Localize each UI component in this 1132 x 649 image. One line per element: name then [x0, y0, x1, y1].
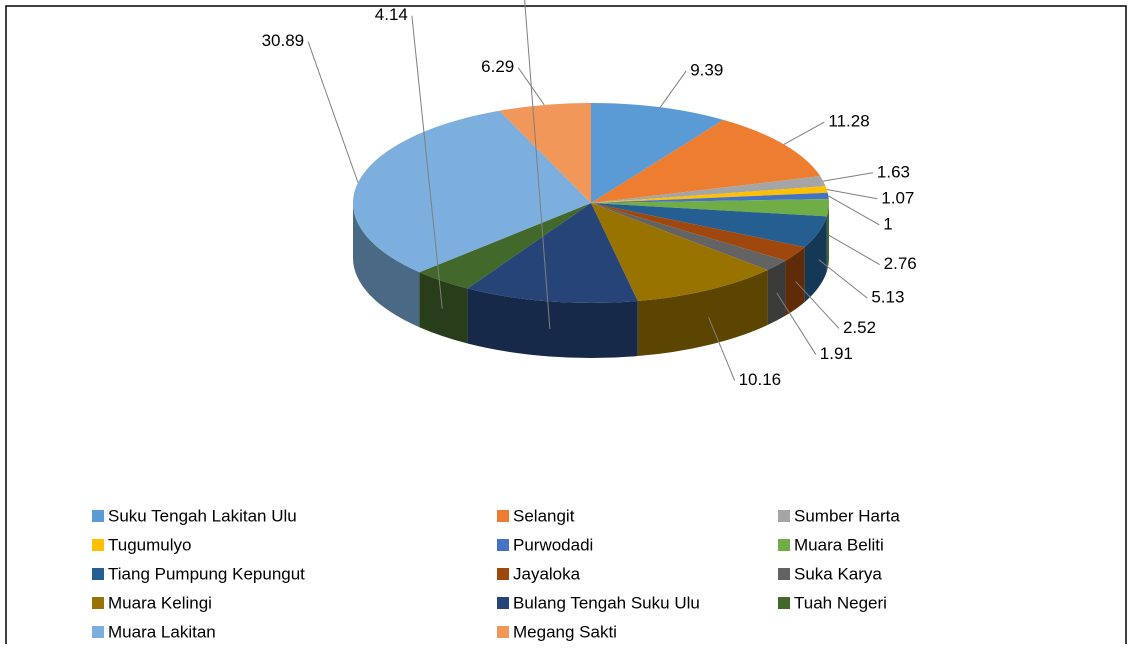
leader-line [828, 234, 880, 265]
legend-label: Suku Tengah Lakitan Ulu [108, 506, 297, 525]
pie-slice-side [804, 216, 827, 303]
legend-swatch [778, 568, 790, 580]
pie-slice [591, 176, 826, 203]
leader-line [776, 292, 817, 355]
legend-swatch [778, 539, 790, 551]
legend-swatch [92, 539, 104, 551]
leader-line [708, 317, 736, 381]
pie-slice-side [826, 203, 829, 272]
legend-swatch [92, 510, 104, 522]
pie-slice [591, 203, 827, 248]
leader-line [795, 281, 840, 329]
pie-slice-side [637, 270, 768, 357]
legend-swatch [497, 510, 509, 522]
legend-swatch [92, 568, 104, 580]
legend-label: Selangit [513, 506, 575, 525]
data-label: 11.28 [828, 112, 869, 131]
legend-label: Tugumulyo [108, 535, 191, 554]
data-label: 2.76 [884, 254, 917, 273]
leader-line [524, 0, 551, 330]
legend-label: Bulang Tengah Suku Ulu [513, 593, 700, 612]
leader-line [826, 188, 878, 200]
leader-line [659, 70, 687, 108]
pie-slice-side [353, 203, 420, 328]
pie-slice [591, 192, 829, 203]
legend-label: Megang Sakti [513, 622, 617, 641]
data-label: 1.91 [820, 344, 853, 363]
pie-slice [591, 186, 828, 203]
legend-label: Tiang Pumpung Kepungut [108, 564, 305, 583]
pie-slice [353, 110, 591, 273]
data-label: 1.07 [881, 188, 914, 207]
leader-line [307, 41, 359, 183]
legend-swatch [778, 597, 790, 609]
pie-slice [591, 203, 768, 302]
pie-slice [499, 103, 591, 203]
leader-line [828, 195, 880, 226]
pie-slice [419, 203, 591, 289]
pie-slice [591, 199, 830, 217]
legend-label: Purwodadi [513, 535, 593, 554]
data-label: 30.89 [262, 31, 305, 50]
pie-slice [591, 119, 821, 203]
legend-swatch [778, 510, 790, 522]
data-label: 6.29 [481, 57, 514, 76]
legend-swatch [497, 597, 509, 609]
pie-slice [591, 203, 805, 261]
pie-slice-side [419, 272, 468, 344]
legend-label: Muara Lakitan [108, 622, 216, 641]
data-label: 1.63 [877, 162, 910, 181]
legend-swatch [497, 539, 509, 551]
leader-line [783, 121, 825, 145]
data-label: 2.52 [843, 318, 876, 337]
data-label: 5.13 [871, 288, 904, 307]
pie-slice [591, 203, 786, 271]
data-label: 4.14 [375, 5, 408, 24]
legend-label: Tuah Negeri [794, 593, 887, 612]
legend-swatch [497, 626, 509, 638]
pie-slice-side [785, 247, 805, 316]
pie-slice [591, 103, 724, 203]
data-label: 9.39 [690, 60, 723, 79]
legend-label: Sumber Harta [794, 506, 900, 525]
data-label: 1 [883, 214, 892, 233]
legend-swatch [92, 626, 104, 638]
leader-line [818, 259, 868, 299]
legend-label: Suka Karya [794, 564, 882, 583]
legend-swatch [92, 597, 104, 609]
pie-slice [467, 203, 638, 304]
legend-label: Muara Beliti [794, 535, 884, 554]
pie-slice-side [467, 288, 638, 359]
leader-line [823, 172, 873, 182]
legend-label: Muara Kelingi [108, 593, 212, 612]
legend-swatch [497, 568, 509, 580]
pie-slice-side [767, 260, 786, 326]
data-label: 10.16 [739, 370, 782, 389]
legend-label: Jayaloka [513, 564, 581, 583]
leader-line [411, 15, 443, 309]
